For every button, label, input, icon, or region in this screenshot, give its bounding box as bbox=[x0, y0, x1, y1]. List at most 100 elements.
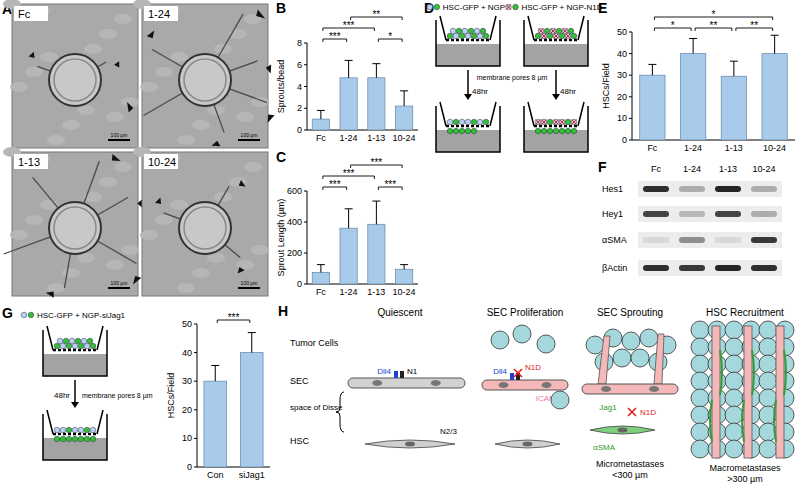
dll4 bbox=[394, 371, 398, 378]
texture bbox=[170, 200, 188, 210]
plot-marks bbox=[312, 60, 412, 130]
stage-title: Quiescent bbox=[377, 307, 422, 318]
nucleus bbox=[405, 442, 415, 447]
ngp-cell bbox=[453, 33, 459, 39]
texture bbox=[62, 120, 80, 130]
y-axis-label: HSCs/Field bbox=[601, 63, 611, 109]
texture bbox=[121, 245, 139, 255]
blot-column-label: 1-13 bbox=[719, 164, 737, 174]
ngp-cell bbox=[90, 427, 96, 433]
scale-bar-label: 100 µm bbox=[241, 280, 258, 286]
ngp-cell bbox=[477, 119, 483, 125]
sprout bbox=[654, 334, 664, 384]
hsc-cell bbox=[447, 128, 453, 134]
ngp-cell bbox=[72, 427, 78, 433]
arrowhead bbox=[114, 61, 119, 67]
tumor-cell bbox=[691, 389, 709, 407]
hsc-cell bbox=[78, 436, 84, 442]
tumor-cell bbox=[691, 406, 709, 424]
texture bbox=[106, 112, 124, 122]
tumor-cell bbox=[759, 355, 777, 373]
error-line bbox=[693, 38, 694, 53]
sprout bbox=[218, 186, 229, 205]
hsc-cell bbox=[495, 440, 560, 448]
bead bbox=[49, 54, 101, 106]
significance-label: *** bbox=[329, 179, 341, 190]
arrowhead bbox=[46, 292, 54, 298]
arrowhead bbox=[266, 65, 271, 74]
tumor-cell bbox=[622, 332, 640, 350]
x-tick-label: 1-24 bbox=[340, 287, 358, 297]
tumor-cell bbox=[631, 349, 649, 367]
texture bbox=[62, 268, 80, 278]
label-box bbox=[144, 154, 178, 169]
bead-ring bbox=[54, 59, 96, 101]
brace bbox=[336, 392, 344, 432]
plot-marks bbox=[204, 333, 263, 467]
y-tick-label: 40 bbox=[617, 49, 627, 59]
error-cap bbox=[317, 264, 325, 265]
x-tick-label: 10-24 bbox=[393, 287, 416, 297]
tumor-cell bbox=[513, 325, 531, 343]
arrowhead bbox=[71, 402, 79, 408]
y-axis bbox=[632, 32, 633, 140]
ngp-cell bbox=[553, 33, 559, 39]
arrowhead bbox=[29, 52, 35, 58]
y-tick bbox=[629, 75, 632, 76]
panel-letter: C bbox=[276, 149, 286, 165]
condition-label: HSC-GFP + NGP-siJag1 bbox=[37, 311, 126, 320]
arrowhead bbox=[552, 94, 560, 100]
n1d-icon bbox=[506, 5, 511, 10]
hsc-cell bbox=[720, 350, 722, 395]
n1d-mark bbox=[566, 34, 571, 39]
block-mark bbox=[514, 369, 522, 377]
sec-cell bbox=[582, 384, 678, 394]
n1d-mark bbox=[563, 29, 568, 34]
insert bbox=[440, 102, 496, 126]
tumor-cell bbox=[759, 440, 777, 458]
hsc-cell bbox=[54, 343, 60, 349]
blot-band bbox=[679, 237, 705, 243]
y-tick bbox=[304, 130, 307, 131]
texture bbox=[192, 120, 210, 130]
texture bbox=[155, 215, 173, 225]
bead-ring bbox=[54, 207, 96, 249]
y-tick-label: 0 bbox=[297, 279, 302, 289]
n1d-mark bbox=[536, 120, 541, 125]
hsc-cell bbox=[471, 128, 477, 134]
sprout bbox=[4, 237, 51, 254]
ngp-cell bbox=[535, 119, 541, 125]
hsc-cell bbox=[75, 338, 81, 344]
micrograph: 1-24100 µm bbox=[127, 0, 275, 148]
bar bbox=[368, 78, 385, 130]
y-tick-label: 200 bbox=[287, 248, 302, 258]
micrograph: 1-13100 µm bbox=[0, 147, 143, 298]
error-line bbox=[320, 265, 321, 273]
blot-band bbox=[643, 186, 669, 192]
y-tick bbox=[304, 191, 307, 192]
y-tick-label: 0 bbox=[297, 125, 302, 135]
ngp-cell bbox=[60, 343, 66, 349]
blot-band bbox=[751, 237, 777, 243]
bar-chart: 02468Sprouts/beadFc1-241-1310-24********… bbox=[276, 9, 418, 143]
error-line bbox=[404, 91, 405, 106]
ngp-cell bbox=[465, 119, 471, 125]
layer-label: SEC bbox=[290, 376, 309, 386]
plot-marks bbox=[312, 201, 412, 284]
hsc-cell bbox=[365, 440, 455, 448]
x-tick-label: 1-13 bbox=[725, 143, 743, 153]
hsc-cell bbox=[784, 350, 786, 395]
x-tick-label: Fc bbox=[647, 143, 657, 153]
dll4 bbox=[510, 373, 514, 380]
y-tick-label: 0 bbox=[187, 462, 192, 472]
significance-label: *** bbox=[228, 312, 240, 323]
texture bbox=[99, 29, 117, 39]
y-tick bbox=[304, 64, 307, 65]
sprout bbox=[98, 241, 137, 264]
label-box bbox=[144, 6, 178, 21]
ngp-cell bbox=[571, 119, 577, 125]
membrane bbox=[446, 39, 490, 42]
hsc-cell bbox=[742, 400, 744, 442]
blot-band bbox=[679, 265, 705, 271]
blot-band bbox=[751, 265, 777, 271]
